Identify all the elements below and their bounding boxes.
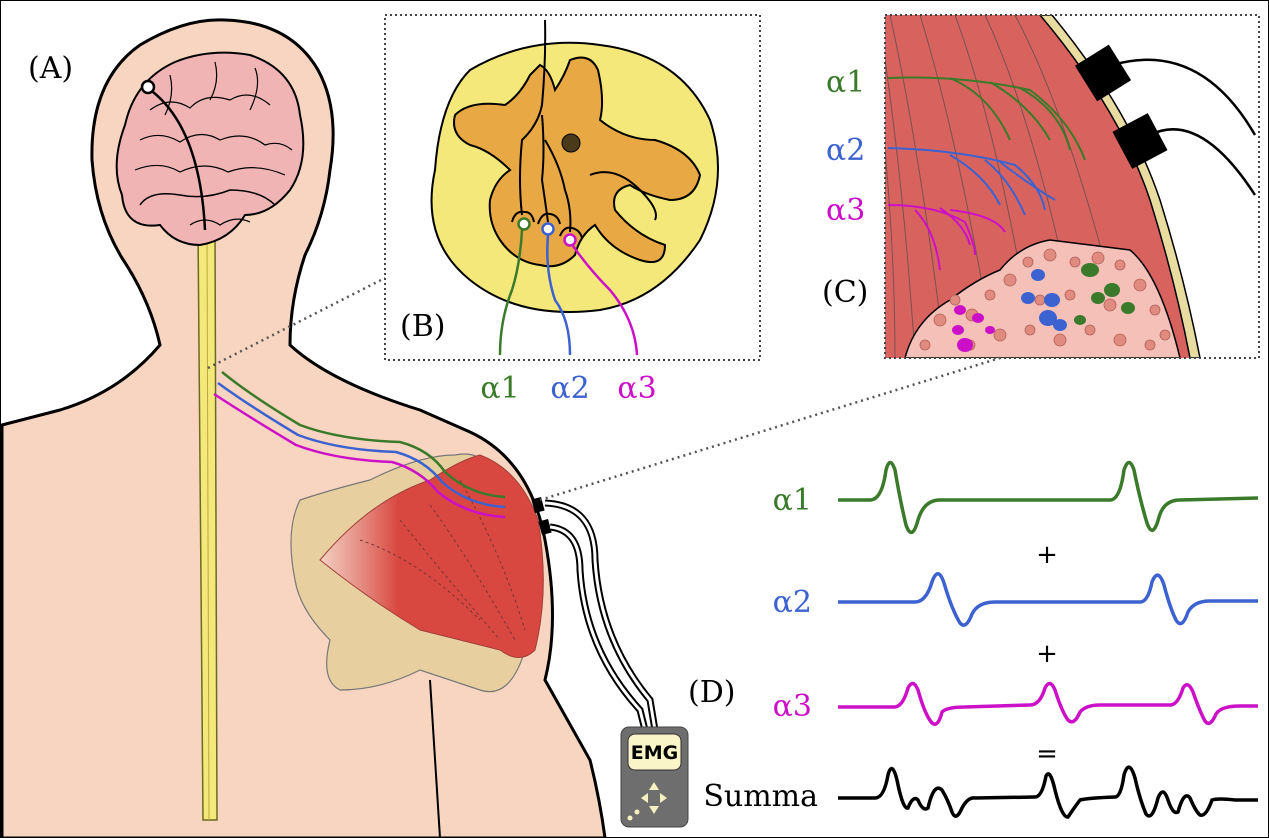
neuron-label-a1: α1 [480, 371, 519, 406]
panel-c [884, 14, 1260, 359]
plus-sign-2: + [1036, 639, 1058, 669]
panel-label-a: (A) [28, 51, 73, 86]
motor-unit-fibers-a3 [952, 305, 995, 352]
signal-label-a1: α1 [773, 483, 812, 518]
panel-b [384, 14, 761, 361]
brain [115, 51, 305, 247]
motor-unit-fibers-a2 [1021, 269, 1067, 331]
signal-label-a3: α3 [773, 689, 812, 724]
panel-label-d: (D) [688, 675, 735, 710]
neuron-label-a3: α3 [617, 371, 656, 406]
signal-sum [838, 765, 1258, 819]
signal-label-sum: Summa [703, 779, 818, 814]
signal-a3 [838, 681, 1258, 726]
nerve-paths [213, 371, 506, 519]
signal-a1 [838, 460, 1259, 535]
signal-a2 [838, 572, 1258, 627]
fiber-label-a3: α3 [826, 193, 865, 228]
motor-unit-fibers-a1 [1074, 263, 1135, 325]
shoulder-electrodes [531, 496, 659, 731]
signal-label-a2: α2 [773, 585, 812, 620]
panel-d [838, 460, 1259, 819]
equals-sign: = [1036, 739, 1058, 769]
panel-label-b: (B) [400, 309, 445, 344]
spinal-cord-center-line [206, 234, 210, 821]
panel-label-c: (C) [822, 275, 868, 310]
fiber-label-a1: α1 [826, 65, 865, 100]
emg-device: EMG [620, 726, 689, 828]
muscle-fibers-section [919, 248, 1171, 351]
fiber-label-a2: α2 [826, 133, 865, 168]
skin-electrodes [1074, 44, 1257, 196]
plus-sign-1: + [1036, 540, 1058, 570]
dpad-icon [627, 782, 667, 821]
zoom-line-c [539, 356, 1001, 502]
neuron-label-a2: α2 [550, 371, 589, 406]
emg-device-label: EMG [631, 742, 678, 764]
